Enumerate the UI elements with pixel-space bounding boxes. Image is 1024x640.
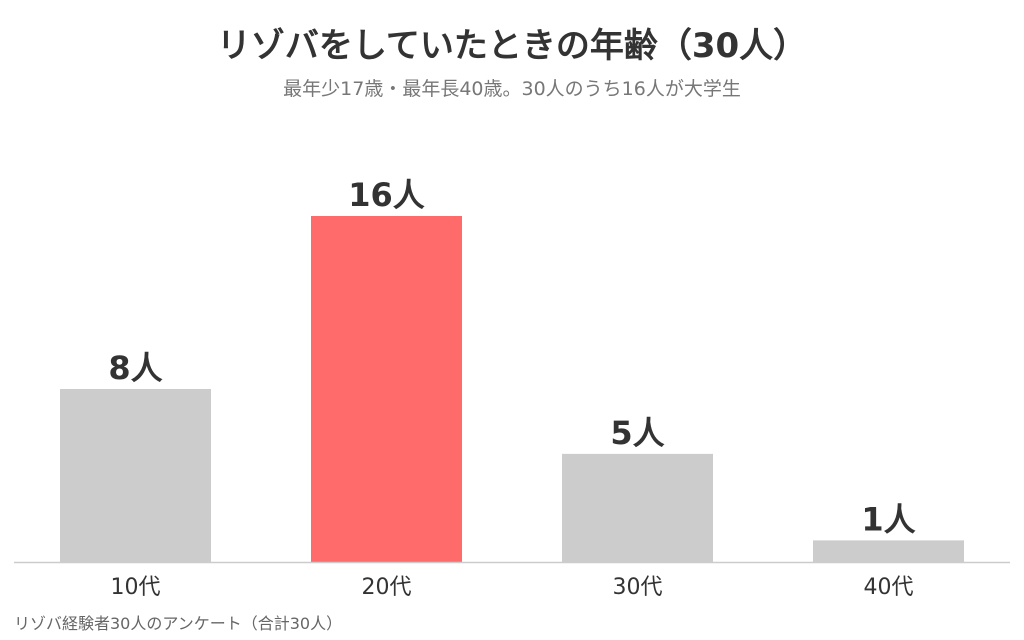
bar-20代 bbox=[311, 216, 462, 562]
x-tick-label: 30代 bbox=[613, 575, 663, 600]
bar-10代 bbox=[60, 389, 211, 562]
x-tick-label: 20代 bbox=[362, 575, 412, 600]
source-footnote: リゾバ経験者30人のアンケート（合計30人） bbox=[14, 614, 343, 633]
chart-subtitle: 最年少17歳・最年長40歳。30人のうち16人が大学生 bbox=[283, 78, 741, 100]
bar-40代 bbox=[813, 540, 964, 562]
x-tick-label: 10代 bbox=[111, 575, 161, 600]
bar-30代 bbox=[562, 453, 713, 562]
x-tick-label: 40代 bbox=[864, 575, 914, 600]
value-label: 5人 bbox=[610, 414, 664, 452]
chart-title: リゾバをしていたときの年齢（30人） bbox=[216, 26, 808, 66]
value-label: 1人 bbox=[861, 500, 915, 538]
value-label: 16人 bbox=[348, 176, 425, 214]
value-label: 8人 bbox=[108, 349, 162, 387]
